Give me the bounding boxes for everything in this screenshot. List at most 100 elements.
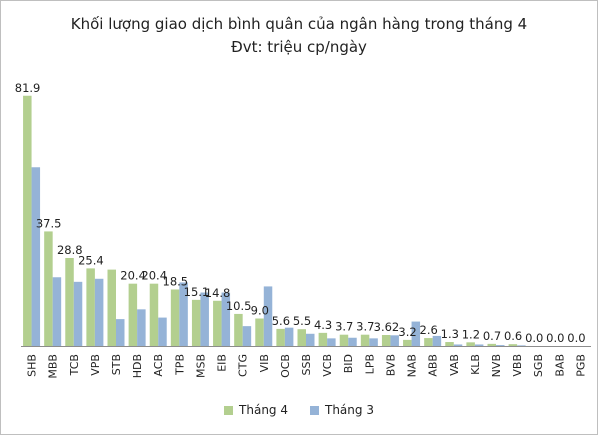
legend: Tháng 4 Tháng 3 <box>1 403 597 417</box>
legend-swatch-series-2 <box>310 405 319 415</box>
bar-thang-4-eib <box>213 300 222 346</box>
x-tick-label-vcb: VCB <box>321 354 334 377</box>
x-tick-label-shb: SHB <box>26 354 39 377</box>
bar-thang-4-tpb <box>170 289 180 346</box>
x-tick-label-hdb: HDB <box>131 354 144 378</box>
data-label-ocb: 5.6 <box>272 314 290 328</box>
data-label-ssb: 5.5 <box>293 314 311 328</box>
data-label-vcb: 4.3 <box>314 318 332 332</box>
bar-thang-3-bvb <box>390 335 399 346</box>
bar-thang-3-shb <box>31 167 41 346</box>
data-label-vib: 9.0 <box>251 304 269 318</box>
data-label-sgb: 0.0 <box>525 331 543 345</box>
bar-thang-4-vib <box>255 318 264 346</box>
x-tick-label-bvb: BVB <box>384 354 397 376</box>
bar-thang-4-vab <box>445 342 454 346</box>
data-label-bvb: 3.62 <box>374 320 400 334</box>
data-label-ctg: 10.5 <box>226 299 252 313</box>
bar-thang-3-vcb <box>327 338 336 346</box>
data-label-hdb: 20.4 <box>120 269 146 283</box>
x-tick-label-stb: STB <box>110 354 123 375</box>
data-label-shb: 81.9 <box>15 81 41 95</box>
bar-thang-3-ssb <box>306 333 315 346</box>
legend-entry-series-1: Tháng 4 <box>224 403 288 417</box>
bar-thang-4-lpb <box>360 334 370 346</box>
bar-thang-3-abb <box>432 335 442 346</box>
x-tick-label-nvb: NVB <box>490 354 503 377</box>
data-label-lpb: 3.7 <box>356 320 374 334</box>
data-label-vpb: 25.4 <box>78 253 104 267</box>
data-label-tpb: 18.5 <box>163 274 189 288</box>
x-tick-label-vbb: VBB <box>511 354 524 377</box>
x-tick-label-lpb: LPB <box>363 354 376 374</box>
bar-thang-3-vab <box>453 344 463 346</box>
bar-thang-3-ctg <box>242 326 252 346</box>
bar-thang-3-nab <box>411 321 421 346</box>
bar-thang-4-stb <box>107 269 116 346</box>
bar-thang-3-mbb <box>52 277 62 346</box>
x-tick-label-msb: MSB <box>194 354 207 378</box>
bar-thang-4-tcb <box>65 258 74 346</box>
data-label-bid: 3.7 <box>335 320 353 334</box>
bar-thang-4-bid <box>339 334 349 346</box>
bar-thang-3-vib <box>263 286 273 346</box>
bar-thang-3-bid <box>348 337 357 346</box>
legend-swatch-series-1 <box>224 405 234 415</box>
x-tick-label-tpb: TPB <box>173 354 186 376</box>
bar-thang-4-bvb <box>381 335 391 346</box>
legend-label-series-1: Tháng 4 <box>239 403 288 417</box>
bar-thang-3-ocb <box>284 327 294 346</box>
bar-thang-3-stb <box>116 319 125 346</box>
data-label-bab: 0.0 <box>546 331 564 345</box>
bar-thang-4-nvb <box>487 343 496 346</box>
data-label-klb: 1.2 <box>462 327 480 341</box>
data-label-nab: 3.2 <box>398 325 416 339</box>
data-label-pgb: 0.0 <box>567 331 585 345</box>
x-tick-label-acb: ACB <box>152 354 165 377</box>
bar-thang-3-vpb <box>94 278 104 346</box>
bar-thang-4-nab <box>403 339 412 346</box>
bar-thang-3-lpb <box>369 338 378 346</box>
x-tick-label-ocb: OCB <box>279 354 292 378</box>
bar-thang-4-hdb <box>128 283 138 346</box>
bar-thang-4-shb <box>23 95 32 346</box>
bar-thang-4-klb <box>466 342 475 346</box>
bar-thang-4-vpb <box>86 268 95 346</box>
x-tick-label-vab: VAB <box>448 354 461 376</box>
x-tick-label-eib: EIB <box>216 354 229 372</box>
x-tick-label-vib: VIB <box>258 354 271 372</box>
data-label-vbb: 0.6 <box>504 329 522 343</box>
bar-thang-4-msb <box>191 299 201 346</box>
bar-thang-3-klb <box>474 344 484 346</box>
x-tick-label-sgb: SGB <box>532 354 545 377</box>
x-tick-label-bid: BID <box>342 354 355 373</box>
x-tick-label-tcb: TCB <box>68 354 81 376</box>
bar-thang-4-ocb <box>276 328 285 346</box>
data-label-tcb: 28.8 <box>57 243 83 257</box>
x-tick-label-abb: ABB <box>427 354 440 377</box>
legend-entry-series-2: Tháng 3 <box>310 403 374 417</box>
legend-label-series-2: Tháng 3 <box>325 403 374 417</box>
x-tick-label-ssb: SSB <box>300 354 313 376</box>
x-tick-label-ctg: CTG <box>237 354 250 377</box>
chart-subtitle: Đvt: triệu cp/ngày <box>231 38 367 56</box>
x-tick-label-vpb: VPB <box>89 354 102 376</box>
bar-thang-3-nvb <box>496 345 505 346</box>
bar-thang-4-ctg <box>234 313 243 346</box>
x-tick-label-bab: BAB <box>553 354 566 377</box>
data-label-eib: 14.8 <box>205 286 231 300</box>
x-tick-label-mbb: MBB <box>47 354 60 379</box>
bar-thang-4-mbb <box>44 231 53 346</box>
bar-thang-3-tpb <box>179 282 188 346</box>
bar-thang-4-vbb <box>508 344 518 346</box>
data-label-mbb: 37.5 <box>36 216 62 230</box>
data-label-acb: 20.4 <box>141 269 167 283</box>
bar-thang-4-vcb <box>318 332 328 346</box>
bar-thang-3-vbb <box>517 345 526 346</box>
data-label-msb: 15.1 <box>184 285 210 299</box>
data-label-nvb: 0.7 <box>483 329 501 343</box>
bar-thang-3-eib <box>221 292 231 346</box>
x-tick-label-pgb: PGB <box>574 354 587 377</box>
